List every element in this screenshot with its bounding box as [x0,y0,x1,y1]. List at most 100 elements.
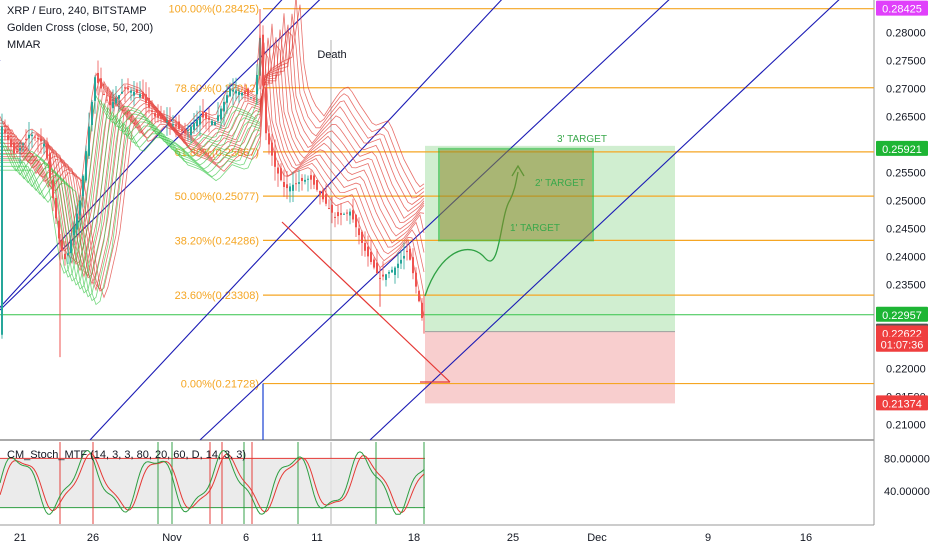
price-tag-label: 0.22957 [882,310,922,322]
fib-label: 78.60%(0.27012) [175,83,259,95]
candle-body [169,119,171,123]
candle-body [241,92,243,96]
candle-body [262,34,264,86]
candle-body [331,204,333,213]
candle-body [319,190,321,195]
candle-body [322,190,324,200]
x-tick-label: 16 [800,532,812,544]
candle-body [112,101,114,109]
candle-body [19,148,21,151]
candle-body [418,290,420,302]
candle-body [394,267,396,275]
candle-body [37,137,39,140]
ribbon-line-green [0,118,261,298]
candle-body [121,91,123,94]
candle-body [208,117,210,120]
candle-body [97,72,99,83]
candle-body [151,110,153,112]
candle-body [124,87,126,89]
candle-body [70,239,72,254]
candle-body [118,95,120,99]
ribbon-line-green [0,54,261,274]
loss-zone [425,331,675,404]
candle-body [235,90,237,94]
candle-body [31,134,33,137]
candle-body [58,220,60,239]
candle-body [163,116,165,120]
candle-body [328,208,330,210]
candle-body [7,135,9,140]
y-tick-label: 0.27000 [886,83,926,95]
candle-body [232,89,234,92]
fib-label: 23.60%(0.23308) [175,290,259,302]
candle-body [217,115,219,121]
candle-body [187,129,189,131]
candle-body [196,119,198,127]
candle-body [277,167,279,174]
candle-body [52,179,54,199]
candle-body [313,175,315,185]
price-tag-label: 01:07:36 [881,340,924,352]
price-tag [876,395,928,411]
x-tick-label: 9 [705,532,711,544]
candle-body [247,88,249,96]
candle-body [100,78,102,89]
ribbon-line-green [0,102,261,282]
candle-body [337,212,339,217]
stoch-tick-label: 40.00000 [884,486,930,498]
candle-body [16,151,18,153]
candle-body [391,269,393,273]
candle-body [139,94,141,98]
candle-body [67,253,69,256]
candle-body [403,255,405,259]
ma-ribbon [0,0,425,319]
candle-body [421,302,423,318]
candle-body [307,178,309,180]
y-tick-label: 0.26500 [886,111,926,123]
candle-body [76,213,78,230]
candle-body [184,130,186,134]
candle-body [265,87,267,134]
candle-body [352,210,354,220]
price-tag [876,140,928,156]
candle-body [310,175,312,180]
ribbon-line-green [0,98,261,278]
fib-label: 0.00%(0.21728) [181,379,259,391]
candle-body [88,126,90,156]
channel-line [369,0,840,441]
candle-body [64,253,66,260]
candle-body [214,122,216,126]
candle-body [367,246,369,257]
x-tick-label: 11 [311,532,322,544]
ribbon-line-green [0,126,261,306]
x-tick-label: Dec [587,532,607,544]
symbol-legend: XRP / Euro, 240, BITSTAMP [7,5,147,17]
x-tick-label: 6 [243,532,249,544]
fib-label: 38.20%(0.24286) [175,235,259,247]
stoch-legend: CM_Stoch_MTF (14, 3, 3, 80, 20, 60, D, 1… [7,449,247,461]
candle-body [205,112,207,119]
y-tick-label: 0.24500 [886,223,926,235]
candle-body [211,120,213,125]
fib-label: 50.00%(0.25077) [175,191,259,203]
descending-line [281,221,451,383]
candle-body [28,134,30,139]
candle-body [400,259,402,264]
candle-body [55,198,57,219]
candle-body [370,251,372,262]
stoch-pane: 80.00000 40.00000 [0,442,930,524]
candle-body [157,112,159,118]
candle-body [202,111,204,118]
y-tick-label: 0.23500 [886,279,926,291]
ribbon-line-red [0,29,425,277]
y-tick-label: 0.24000 [886,251,926,263]
stoch-band [0,458,425,508]
time-axis: 21 26 Nov 6 11 18 25 Dec 9 16 [14,532,812,544]
candle-body [346,212,348,214]
x-tick-label: Nov [162,532,182,544]
candle-body [43,143,45,147]
candle-body [343,213,345,215]
candle-body [61,240,63,251]
candle-body [4,129,6,134]
